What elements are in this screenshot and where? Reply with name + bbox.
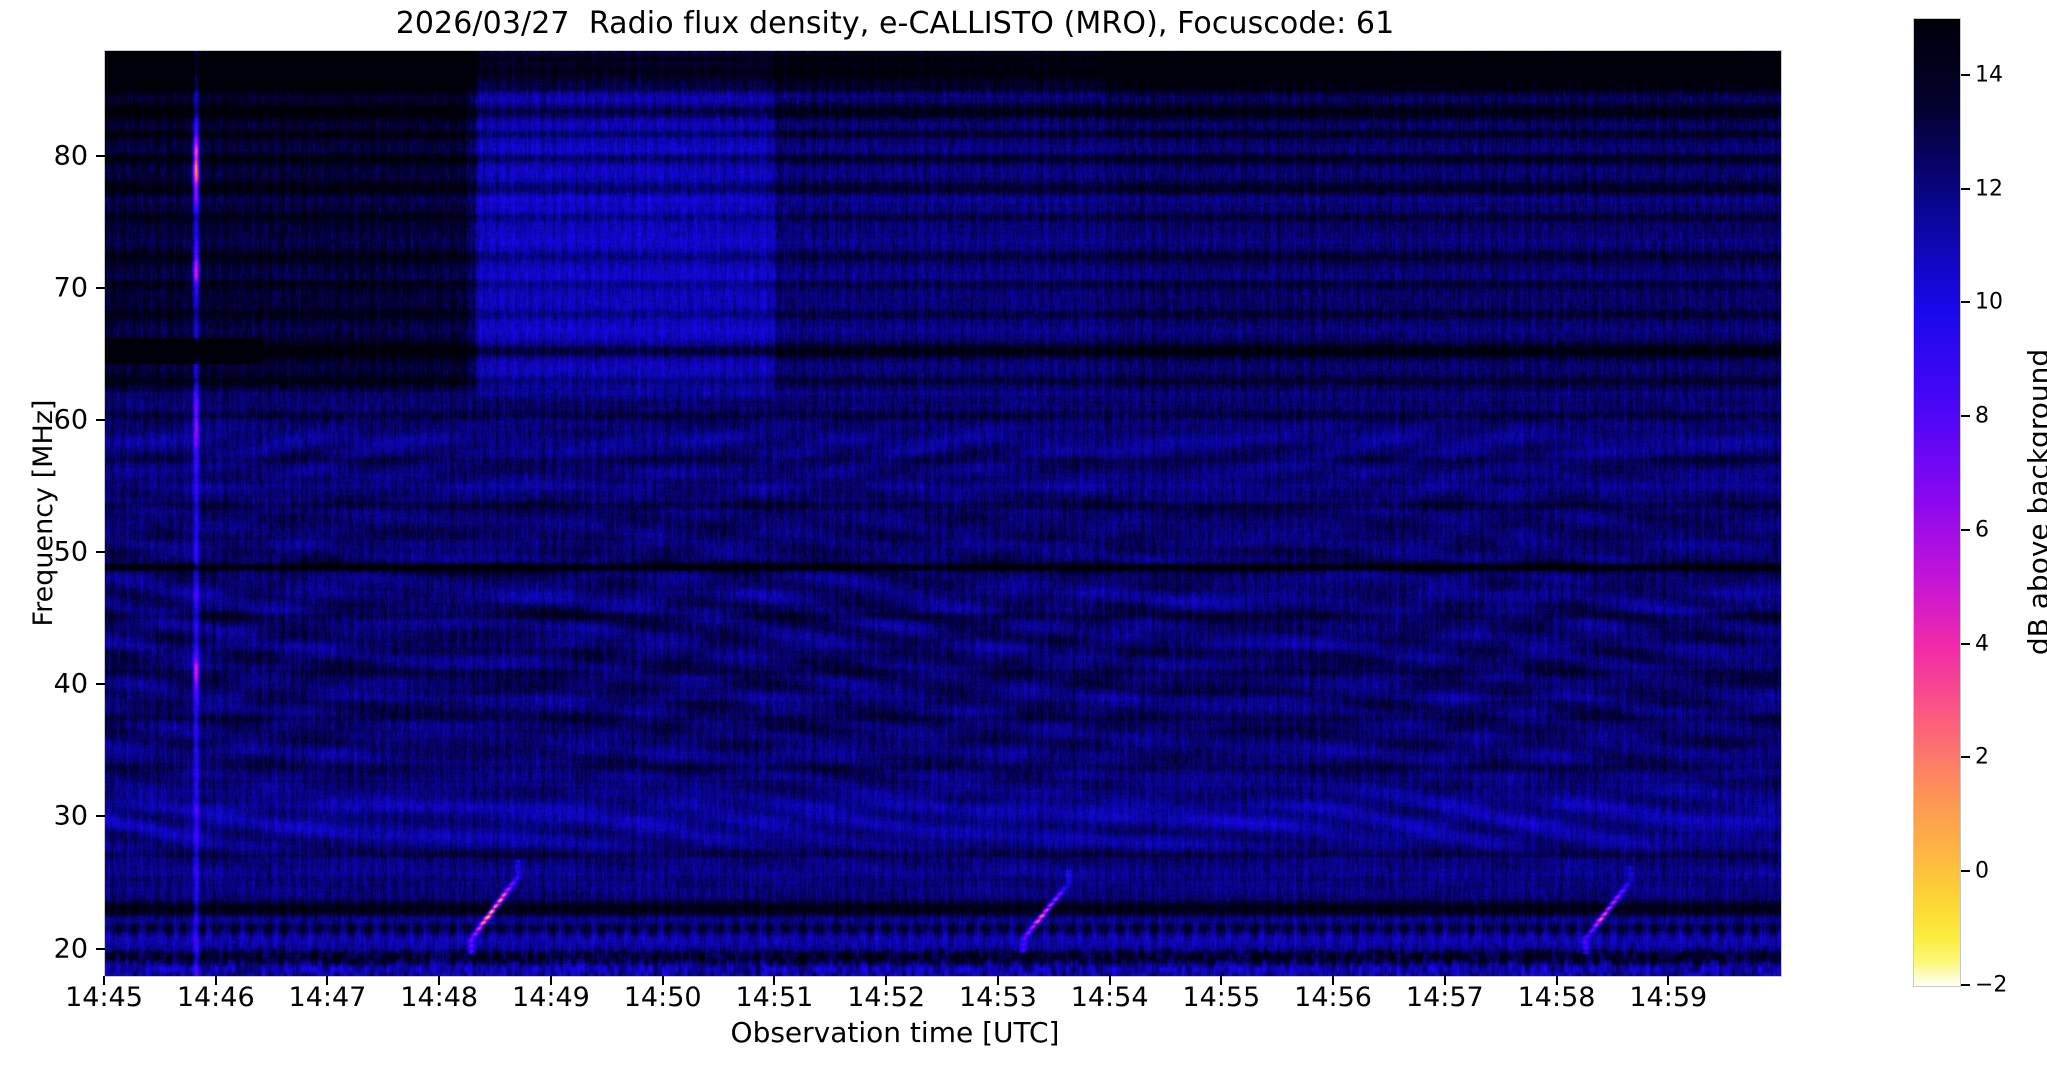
x-axis-tick-mark — [885, 976, 888, 985]
colorbar-tick-label: 8 — [1975, 403, 1989, 429]
x-axis-tick-label: 14:48 — [400, 982, 479, 1013]
colorbar-tick-mark — [1961, 642, 1970, 645]
colorbar-tick-mark — [1961, 73, 1970, 76]
colorbar-tick-label: 6 — [1975, 517, 1989, 543]
x-axis-tick-label: 14:51 — [735, 982, 814, 1013]
colorbar-tick-mark — [1961, 984, 1970, 986]
colorbar-tick-label: 2 — [1975, 744, 1989, 770]
x-axis-tick-label: 14:47 — [288, 982, 367, 1013]
y-axis-tick-mark — [96, 286, 105, 289]
x-axis-tick-mark — [326, 976, 329, 985]
colorbar — [1913, 18, 1961, 987]
x-axis-tick-label: 14:58 — [1517, 982, 1596, 1013]
y-axis-tick-mark — [96, 154, 105, 157]
chart-title: 2026/03/27 Radio flux density, e-CALLIST… — [395, 6, 1395, 41]
y-axis-tick-label: 80 — [53, 140, 88, 172]
colorbar-tick-mark — [1961, 756, 1970, 759]
y-axis-tick-label: 40 — [53, 668, 88, 700]
x-axis-tick-mark — [1443, 976, 1446, 985]
colorbar-tick-mark — [1961, 870, 1970, 873]
x-axis-tick-label: 14:46 — [176, 982, 255, 1013]
spectrogram-plot-area — [104, 50, 1782, 977]
y-axis-tick-mark — [96, 815, 105, 818]
colorbar-tick-mark — [1961, 301, 1970, 304]
y-axis-tick-label: 70 — [53, 272, 88, 304]
colorbar-tick-label: 12 — [1975, 176, 2003, 202]
x-axis-tick-mark — [773, 976, 776, 985]
y-axis-tick-label: 50 — [53, 536, 88, 568]
y-axis-tick-label: 60 — [53, 404, 88, 436]
x-axis-label: Observation time [UTC] — [730, 1016, 1060, 1049]
x-axis-tick-mark — [214, 976, 217, 985]
x-axis-tick-label: 14:54 — [1070, 982, 1149, 1013]
x-axis-tick-mark — [661, 976, 664, 985]
colorbar-gradient — [1914, 19, 1960, 986]
x-axis-tick-label: 14:57 — [1405, 982, 1484, 1013]
colorbar-tick-label: 4 — [1975, 631, 1989, 657]
x-axis-tick-mark — [1667, 976, 1670, 985]
x-axis-tick-mark — [996, 976, 999, 985]
y-axis-tick-mark — [96, 551, 105, 554]
x-axis-tick-label: 14:53 — [958, 982, 1037, 1013]
x-axis-tick-label: 14:56 — [1294, 982, 1372, 1013]
y-axis-tick-mark — [96, 683, 105, 686]
spectrogram-pixels — [105, 51, 1781, 976]
colorbar-tick-label: −2 — [1975, 972, 2008, 998]
x-axis-tick-mark — [549, 976, 552, 985]
x-axis-tick-label: 14:50 — [623, 982, 702, 1013]
x-axis-tick-label: 14:59 — [1629, 982, 1708, 1013]
y-axis-tick-label: 20 — [53, 933, 88, 965]
y-axis-tick-label: 30 — [53, 800, 88, 832]
x-axis-tick-mark — [1108, 976, 1111, 985]
x-axis-tick-label: 14:55 — [1182, 982, 1261, 1013]
colorbar-tick-label: 14 — [1975, 62, 2003, 88]
colorbar-tick-mark — [1961, 187, 1970, 190]
x-axis-tick-label: 14:52 — [847, 982, 926, 1013]
y-axis-tick-mark — [96, 419, 105, 421]
x-axis-tick-label: 14:49 — [512, 982, 590, 1013]
colorbar-label: dB above background — [2022, 348, 2047, 655]
colorbar-tick-label: 0 — [1975, 858, 1989, 884]
x-axis-tick-mark — [103, 976, 105, 985]
colorbar-tick-label: 10 — [1975, 289, 2003, 315]
x-axis-tick-mark — [1220, 976, 1223, 985]
x-axis-tick-label: 14:45 — [65, 982, 143, 1013]
x-axis-tick-mark — [1332, 976, 1335, 985]
x-axis-tick-mark — [438, 976, 441, 985]
y-axis-tick-mark — [96, 947, 105, 950]
spectrogram-image — [105, 51, 1781, 976]
colorbar-tick-mark — [1961, 415, 1970, 418]
x-axis-tick-mark — [1555, 976, 1558, 985]
colorbar-tick-mark — [1961, 528, 1970, 531]
